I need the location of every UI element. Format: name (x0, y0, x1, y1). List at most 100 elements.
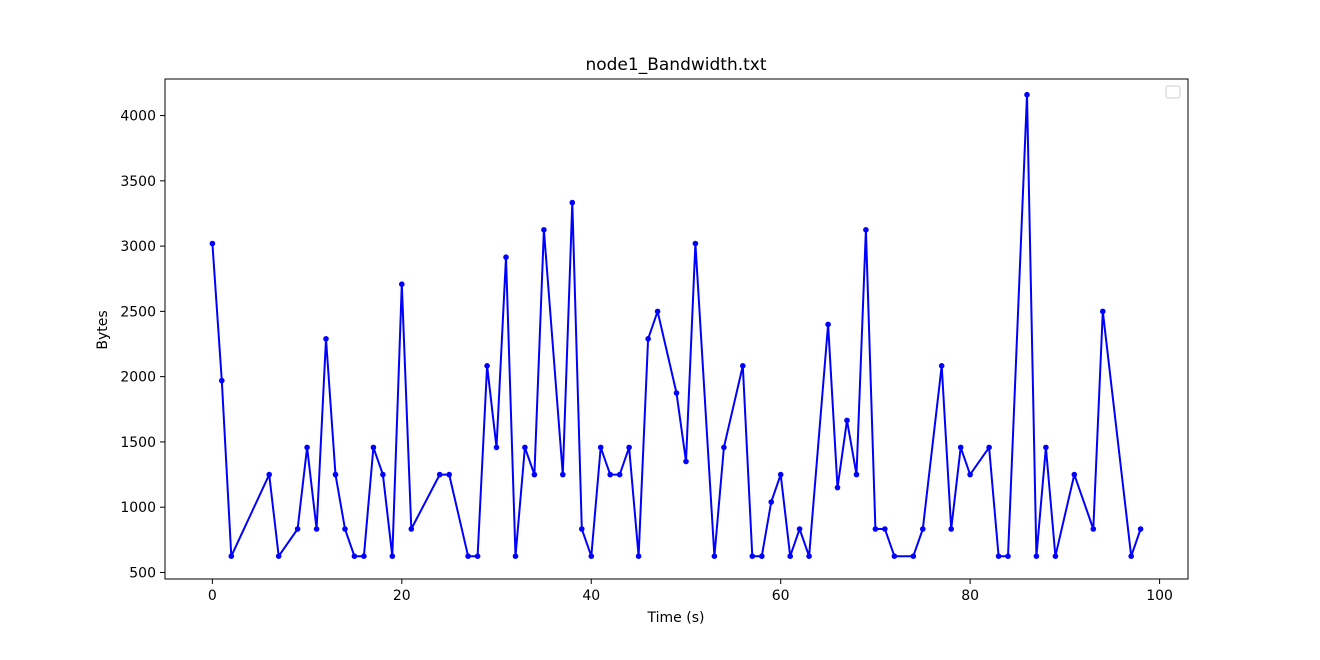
plot-series (209, 91, 1144, 559)
data-point (493, 444, 500, 451)
y-axis-ticks: 500 1000 1500 2000 2500 3000 3500 4000 (120, 109, 165, 581)
x-tick-label: 60 (772, 588, 790, 604)
data-point (588, 553, 595, 559)
data-point (825, 321, 831, 328)
data-point (541, 227, 547, 233)
data-point (380, 471, 386, 478)
data-point (721, 444, 727, 451)
data-point (351, 553, 358, 559)
legend[interactable] (1165, 85, 1181, 99)
data-point (503, 254, 509, 260)
data-point (616, 471, 623, 478)
data-point (995, 553, 1002, 559)
data-point (323, 336, 329, 342)
x-tick-label: 100 (1146, 588, 1173, 604)
data-point (1100, 308, 1106, 315)
data-point (777, 471, 784, 478)
data-point (436, 471, 443, 478)
data-point (654, 308, 661, 315)
data-point (579, 526, 585, 532)
data-point (342, 526, 348, 532)
data-point (938, 363, 945, 369)
data-point (844, 417, 850, 424)
data-point (1052, 553, 1059, 559)
data-point (1137, 526, 1144, 532)
legend-box (1165, 85, 1181, 99)
data-point (465, 553, 471, 559)
x-tick-label: 0 (208, 588, 217, 604)
data-point (796, 526, 803, 532)
data-point (957, 444, 964, 451)
data-point (569, 199, 576, 206)
data-point (787, 553, 793, 559)
data-point (759, 553, 765, 559)
y-tick-label: 3500 (120, 174, 156, 190)
data-point (266, 471, 273, 478)
data-point (294, 526, 301, 532)
data-point (209, 240, 216, 247)
y-tick-label: 1500 (120, 435, 156, 451)
data-point (1005, 553, 1011, 559)
data-point (1090, 526, 1097, 532)
data-point (645, 336, 651, 342)
x-axis-label: Time (s) (647, 610, 705, 626)
data-point (692, 240, 699, 247)
data-point (313, 526, 320, 532)
data-point (986, 444, 992, 451)
data-point (446, 471, 453, 478)
data-point (560, 471, 566, 478)
data-point (834, 484, 841, 491)
x-tick-label: 40 (582, 588, 600, 604)
chart-title: node1_Bandwidth.txt (585, 55, 766, 75)
data-point (626, 444, 632, 451)
data-point (607, 471, 613, 478)
data-point (891, 553, 898, 559)
data-point (853, 471, 860, 478)
x-tick-label: 20 (393, 588, 411, 604)
data-point (332, 471, 339, 478)
data-point (389, 553, 396, 559)
data-point (219, 377, 225, 384)
y-tick-label: 4000 (120, 109, 156, 125)
data-point (370, 444, 377, 451)
y-tick-label: 3000 (120, 239, 156, 255)
data-point (863, 227, 869, 233)
data-point (635, 553, 642, 559)
data-point (673, 390, 680, 396)
data-point (474, 553, 481, 559)
data-point (948, 526, 954, 532)
data-point (967, 471, 973, 478)
y-tick-label: 500 (129, 565, 156, 581)
data-point (304, 444, 310, 451)
data-point (749, 553, 756, 559)
data-point (399, 281, 405, 288)
data-point (920, 526, 926, 532)
data-point (683, 458, 689, 465)
data-point (275, 553, 282, 559)
data-point (522, 444, 528, 451)
data-point (228, 553, 235, 559)
plot-area-frame (164, 78, 1189, 580)
data-point (484, 363, 490, 369)
data-point (1033, 553, 1040, 559)
data-point (806, 553, 812, 559)
data-point (882, 526, 888, 532)
y-tick-label: 1000 (120, 500, 156, 516)
y-axis-label: Bytes (95, 310, 111, 349)
data-point (1043, 444, 1049, 451)
data-point (910, 553, 917, 559)
data-point (1128, 553, 1134, 559)
data-point (512, 553, 519, 559)
data-point (768, 499, 774, 505)
data-point (1024, 91, 1030, 98)
x-tick-label: 80 (961, 588, 979, 604)
data-point (408, 526, 415, 532)
data-point (531, 471, 538, 478)
y-tick-label: 2000 (120, 370, 156, 386)
data-point (1071, 471, 1078, 478)
data-point (740, 363, 746, 369)
data-point (361, 553, 367, 559)
y-tick-label: 2500 (120, 304, 156, 320)
